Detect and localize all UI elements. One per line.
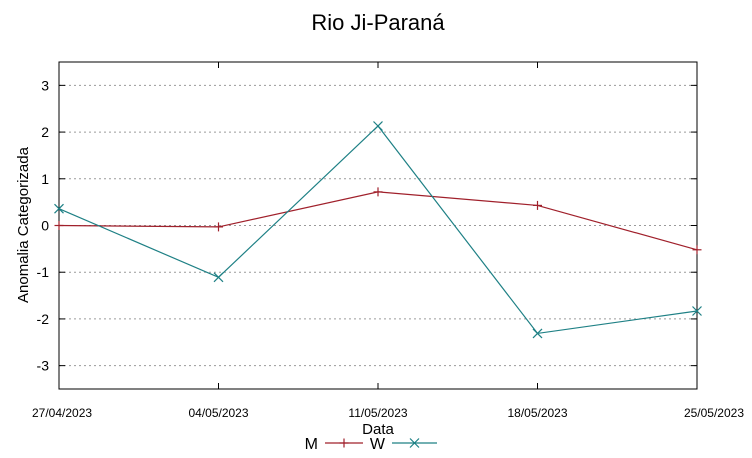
y-tick-label: 0 xyxy=(41,218,49,234)
x-tick-label: 18/05/2023 xyxy=(507,406,567,420)
y-axis-ticks: 3 2 1 0 -1 -2 -3 xyxy=(37,77,697,374)
y-tick-label: -2 xyxy=(37,311,50,327)
y-axis-label: Anomalia Categorizada xyxy=(15,146,32,303)
series-w-point xyxy=(532,328,543,339)
series-m-point xyxy=(692,245,702,255)
series-m-point xyxy=(533,200,542,210)
series-m-point xyxy=(373,187,383,197)
x-axis-label: Data xyxy=(362,421,394,438)
series-w-point xyxy=(54,203,64,214)
legend-marker-w xyxy=(409,438,420,448)
grid-lines xyxy=(59,84,697,367)
y-tick-label: 1 xyxy=(41,171,49,187)
y-tick-label: 2 xyxy=(41,124,49,140)
series-m-line xyxy=(58,191,698,251)
legend-label-m: M xyxy=(305,436,318,453)
y-tick-label: -1 xyxy=(37,264,50,280)
series-w-point xyxy=(213,272,224,283)
legend-marker-m xyxy=(339,438,349,448)
series-w-point xyxy=(692,306,702,316)
series-m-point xyxy=(214,222,223,232)
x-tick-label: 25/05/2023 xyxy=(684,406,744,420)
series-w-point xyxy=(373,121,383,131)
x-axis-ticks: 27/04/2023 04/05/2023 11/05/2023 18/05/2023… xyxy=(32,62,744,420)
series-group xyxy=(54,121,702,339)
x-tick-label: 27/04/2023 xyxy=(32,406,92,420)
series-m-point xyxy=(54,221,64,230)
series-w-line xyxy=(58,125,698,335)
x-tick-label: 04/05/2023 xyxy=(188,406,248,420)
x-tick-label: 11/05/2023 xyxy=(348,406,407,420)
legend-label-w: W xyxy=(370,436,386,453)
chart-title: Rio Ji-Paraná xyxy=(311,10,445,35)
y-tick-label: 3 xyxy=(41,77,49,93)
y-tick-label: -3 xyxy=(37,358,50,374)
